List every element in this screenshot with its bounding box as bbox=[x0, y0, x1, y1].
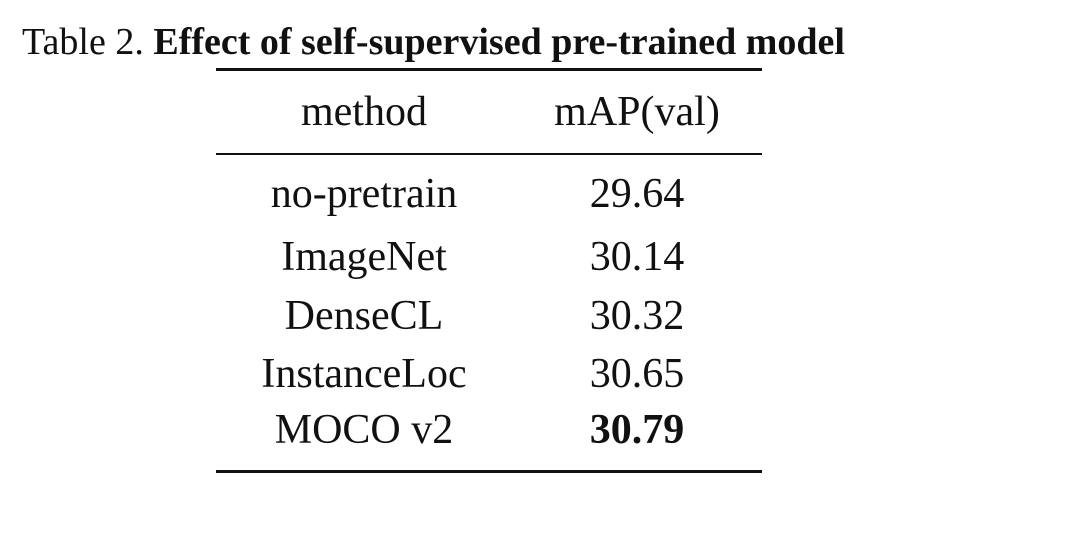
row-method: MOCO v2 bbox=[274, 407, 454, 453]
header-method: method bbox=[301, 89, 427, 135]
row-method: InstanceLoc bbox=[261, 351, 467, 397]
row-map-best: 30.79 bbox=[589, 407, 685, 453]
row-map: 30.65 bbox=[589, 351, 685, 397]
table-header-rule bbox=[216, 153, 762, 155]
caption-title: Effect of self-supervised pre-trained mo… bbox=[153, 21, 845, 63]
table-top-rule bbox=[216, 68, 762, 71]
row-map: 29.64 bbox=[589, 171, 685, 217]
header-map: mAP(val) bbox=[554, 89, 720, 135]
row-method: ImageNet bbox=[281, 234, 447, 280]
table-bottom-rule bbox=[216, 470, 762, 473]
table-caption: Table 2. Effect of self-supervised pre-t… bbox=[22, 18, 845, 66]
row-method: DenseCL bbox=[284, 293, 444, 339]
row-map: 30.14 bbox=[589, 234, 685, 280]
row-method: no-pretrain bbox=[270, 171, 458, 217]
caption-label: Table 2. bbox=[22, 21, 144, 63]
row-map: 30.32 bbox=[589, 293, 685, 339]
